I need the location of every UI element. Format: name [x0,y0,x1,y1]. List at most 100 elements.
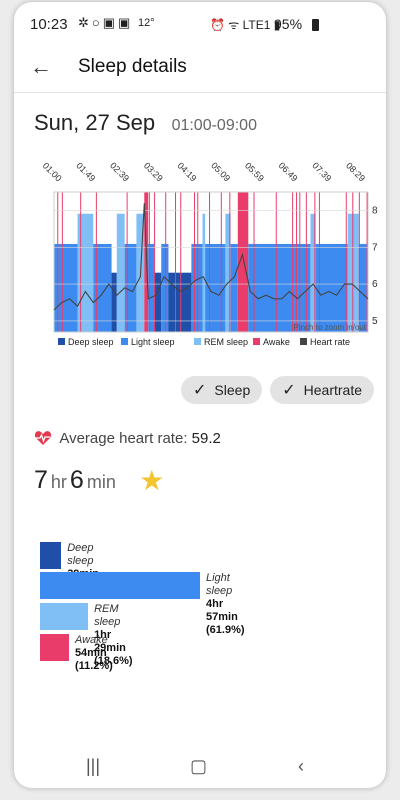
x-tick-label: 01:00 [41,160,64,183]
x-tick-label: 01:49 [74,160,97,183]
stage-block [225,213,231,332]
home-icon[interactable]: ▢ [190,756,208,776]
system-nav-bar: ||| ▢ ‹ [14,746,386,788]
status-bar: 10:23 ✲○▣▣ 12° ⏰ ᯤ LTE1 ▮ 95% [14,2,386,42]
awake-spike [197,192,199,332]
breakdown-label: REM sleep 1hr 29min (18.6%) [94,603,133,668]
awake-spike [154,192,156,332]
date-row: Sun, 27 Sep 01:00-09:00 [34,110,257,136]
awake-spike [296,192,298,332]
awake-spike [80,192,82,332]
legend-swatch [253,338,260,345]
breakdown-label: Light sleep 4hr 57min (61.9%) [206,572,245,637]
awake-spike [61,192,63,332]
awake-spike [180,192,182,332]
y-tick-label: 50 [372,316,378,327]
battery-icon [312,19,319,31]
check-icon: ✓ [193,382,207,399]
stage-block [111,272,117,332]
awake-spike [209,192,211,332]
breakdown-bar [40,572,200,599]
avg-heart-rate-label: Average heart rate: [59,430,188,447]
stage-block [315,243,348,332]
x-tick-label: 03:29 [142,160,165,183]
awake-spike [352,192,354,332]
sleep-chart-svg[interactable]: 01:00 01:49 02:39 03:29 04:19 05:09 05:59 06:49… [28,158,384,348]
awake-spike [148,192,150,332]
toggle-heartrate[interactable]: ✓ Heartrate [270,376,374,404]
duration-hours-unit: hr [50,472,67,492]
stage-block [54,243,78,332]
stage-block [161,243,169,332]
app-bar: ← Sleep details [14,42,386,93]
awake-spike [175,192,177,332]
duration-minutes-unit: min [86,472,116,492]
stage-block [93,243,112,332]
stage-block [205,243,226,332]
stage-block [202,213,206,332]
check-icon: ✓ [282,382,296,399]
stage-block [124,243,137,332]
legend-swatch [121,338,128,345]
stage-block [116,213,125,332]
chart-toggles: ✓ Sleep ✓ Heartrate [181,376,374,404]
notification-icons: ✲○▣▣ [78,15,134,30]
awake-spike [126,192,128,332]
arrow-back-icon[interactable]: ← [30,54,52,79]
duration-minutes: 6 [69,466,84,494]
x-tick-label: 07:39 [310,160,333,183]
awake-spike [358,192,360,332]
signal-icon: ⏰ ᯤ LTE1 ▮ [210,18,281,32]
awake-spike [345,192,347,332]
awake-spike [253,192,255,332]
x-tick-label: 08:29 [344,160,367,183]
y-tick-layer: 80 70 60 50 [372,205,384,327]
legend-swatch [194,338,201,345]
recent-apps-icon[interactable]: ||| [86,756,101,776]
breakdown-bar [40,542,62,569]
nav-back-icon[interactable]: ‹ [298,756,304,776]
status-temperature: 12° [138,17,155,29]
stage-block [191,243,203,332]
awake-spike [229,192,231,332]
sleep-duration: 7 hr 6 min ★ [34,464,164,497]
stage-block [248,243,311,332]
heart-rate-line [53,203,369,311]
average-heart-rate: Average heart rate: 59.2 [34,430,221,447]
awake-spike [299,192,301,332]
x-tick-label: 05:09 [209,160,232,183]
awake-spike [57,192,59,332]
avg-heart-rate-value: 59.2 [191,430,221,447]
status-time: 10:23 [30,16,68,33]
stage-block [154,272,162,332]
legend-label: Deep sleep [68,337,114,347]
y-tick-label: 80 [372,205,378,216]
awake-spike [305,192,307,332]
breakdown-stage-name: REM sleep [94,603,121,628]
sleep-chart[interactable]: 01:00 01:49 02:39 03:29 04:19 05:09 05:59 06:49… [28,158,384,348]
plot-frame [53,191,369,333]
stage-block [77,213,94,332]
breakdown-label: Awake 54min (11.2%) [75,634,113,673]
breakdown-amount: 4hr 57min (61.9%) [206,598,245,636]
star-icon[interactable]: ★ [139,465,165,496]
breakdown-bar [40,634,69,661]
sleep-date: Sun, 27 Sep [34,110,156,135]
stage-block [230,243,238,332]
heart-rate-icon [34,431,52,445]
stage-block [358,243,367,332]
awake-spike [275,192,277,332]
breakdown-bar [40,603,89,630]
y-tick-label: 60 [372,279,378,290]
x-tick-label: 06:49 [277,160,300,183]
grid-layer [53,191,369,333]
x-tick-label: 04:19 [175,160,198,183]
stage-block [168,272,192,332]
toggle-sleep[interactable]: ✓ Sleep [181,376,263,404]
breakdown-amount: 54min (11.2%) [74,647,113,672]
awake-spike [220,192,222,332]
awake-spike [366,192,368,332]
breakdown-stage-name: Deep sleep [67,542,94,567]
stage-block [237,192,249,332]
signal-text: LTE1 [242,18,271,32]
